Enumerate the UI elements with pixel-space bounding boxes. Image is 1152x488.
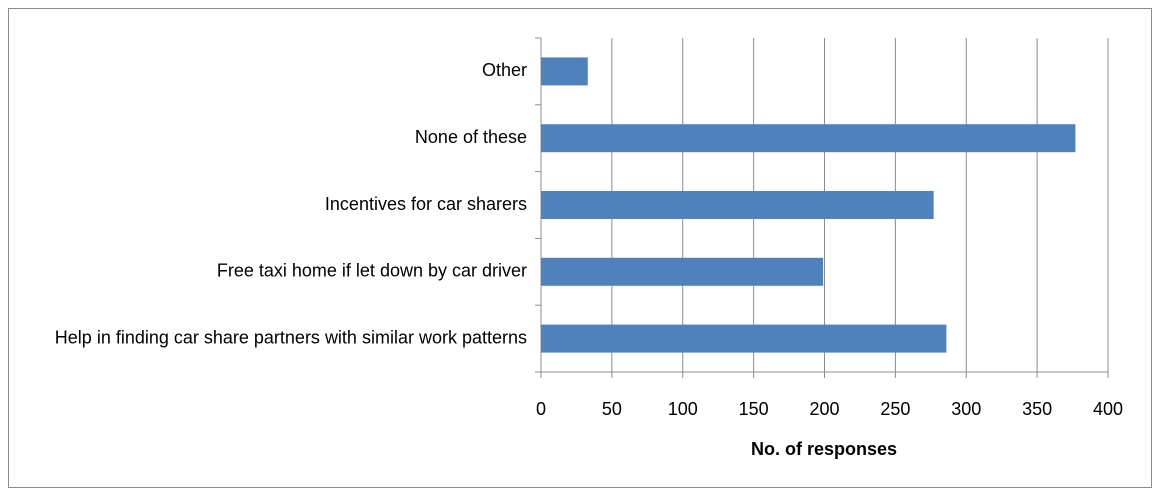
x-tick-label: 150 [739, 399, 769, 419]
x-tick-label: 100 [668, 399, 698, 419]
x-axis-title: No. of responses [751, 439, 897, 459]
y-tick-label: Help in finding car share partners with … [55, 327, 527, 347]
x-tick-label: 50 [602, 399, 622, 419]
x-tick-label: 350 [1022, 399, 1052, 419]
y-tick-label: Other [482, 60, 527, 80]
bar [541, 324, 947, 353]
chart-border [8, 8, 1152, 488]
x-tick-label: 200 [809, 399, 839, 419]
x-tick-label: 250 [880, 399, 910, 419]
y-tick-label: Free taxi home if let down by car driver [217, 261, 527, 281]
y-tick-label: None of these [415, 127, 527, 147]
x-tick-label: 0 [536, 399, 546, 419]
bar [541, 124, 1076, 153]
bar [541, 257, 824, 286]
y-tick-label: Incentives for car sharers [325, 194, 527, 214]
x-tick-label: 400 [1093, 399, 1123, 419]
bar [541, 57, 588, 86]
bar [541, 191, 934, 219]
x-tick-label: 300 [951, 399, 981, 419]
